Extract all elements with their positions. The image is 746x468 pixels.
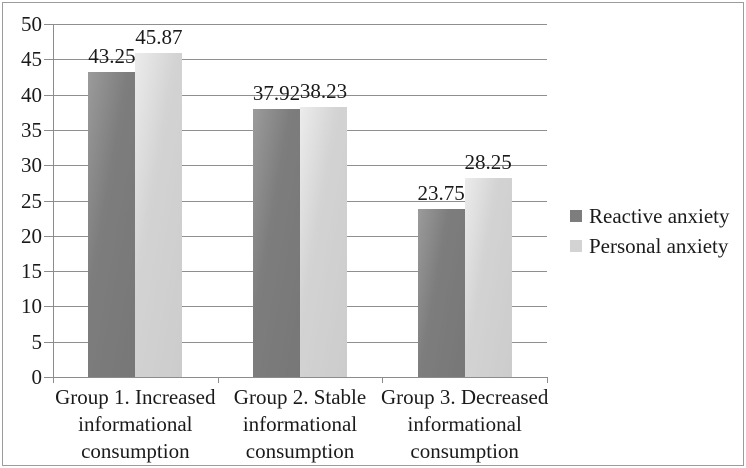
x-axis-tick-3 — [547, 377, 548, 383]
bar-personal-anxiety-group-1 — [135, 53, 183, 377]
category-label-line: consumption — [245, 439, 355, 463]
y-axis-tick-35 — [44, 129, 53, 131]
value-label-reactive-anxiety-group-2: 37.92 — [252, 81, 301, 106]
legend-label-reactive-anxiety: Reactive anxiety — [589, 203, 730, 228]
gridline-45 — [53, 59, 547, 61]
legend-item-reactive-anxiety: Reactive anxiety — [570, 204, 730, 228]
y-axis-tick-25 — [44, 200, 53, 202]
y-tick-label-45: 45 — [21, 47, 42, 72]
x-axis-tick-1 — [217, 377, 219, 383]
bar-personal-anxiety-group-3 — [464, 177, 512, 377]
y-axis-tick-40 — [44, 94, 53, 96]
category-label-group-3: Group 3. Decreased informational consumpti… — [380, 384, 550, 465]
category-label-line: Group 1. Increased — [55, 385, 216, 409]
bar-personal-anxiety-group-2 — [300, 107, 347, 377]
value-label-reactive-anxiety-group-3: 23.75 — [417, 181, 465, 206]
y-tick-label-40: 40 — [21, 82, 42, 107]
legend-item-personal-anxiety: Personal anxiety — [570, 234, 730, 258]
gridline-40 — [53, 94, 547, 96]
y-axis-tick-30 — [44, 165, 53, 167]
y-axis-tick-15 — [44, 271, 53, 273]
value-label-personal-anxiety-group-1: 45.87 — [135, 25, 183, 50]
value-label-personal-anxiety-group-3: 28.25 — [464, 149, 512, 174]
bar-reactive-anxiety-group-3 — [417, 209, 465, 377]
gridline-50 — [53, 24, 547, 25]
category-label-line: consumption — [81, 439, 190, 463]
y-tick-label-20: 20 — [21, 223, 42, 248]
value-label-reactive-anxiety-group-1: 43.25 — [88, 43, 136, 68]
y-tick-label-50: 50 — [21, 12, 42, 36]
y-axis-tick-10 — [44, 306, 53, 308]
y-axis-tick-50 — [44, 24, 53, 25]
legend-swatch-reactive-anxiety — [570, 210, 582, 222]
y-axis-tick-0 — [44, 377, 53, 378]
legend-swatch-personal-anxiety — [570, 240, 582, 252]
y-tick-label-35: 35 — [21, 117, 42, 142]
y-axis-line — [53, 24, 54, 383]
category-label-line: Group 2. Stable — [233, 385, 367, 409]
category-label-group-2: Group 2. Stable informational consumption — [215, 384, 385, 465]
y-tick-label-10: 10 — [21, 294, 42, 319]
category-label-line: consumption — [410, 439, 519, 463]
y-axis-tick-5 — [44, 341, 53, 343]
y-axis-tick-20 — [44, 235, 53, 237]
x-axis-tick-2 — [382, 377, 384, 383]
legend-label-personal-anxiety: Personal anxiety — [589, 233, 729, 258]
y-tick-label-25: 25 — [21, 188, 42, 213]
y-axis-tick-45 — [44, 59, 53, 61]
y-tick-label-0: 0 — [31, 365, 43, 389]
y-tick-label-5: 5 — [31, 329, 43, 354]
category-label-line: informational — [242, 412, 358, 436]
y-tick-label-15: 15 — [21, 259, 42, 284]
bar-reactive-anxiety-group-2 — [253, 109, 300, 377]
category-label-line: informational — [78, 412, 193, 436]
category-label-line: Group 3. Decreased — [380, 385, 549, 409]
category-label-line: informational — [407, 412, 522, 436]
x-axis-line — [44, 377, 547, 378]
bar-reactive-anxiety-group-1 — [88, 71, 136, 377]
legend: Reactive anxiety Personal anxiety — [570, 204, 730, 264]
value-label-personal-anxiety-group-2: 38.23 — [299, 79, 348, 104]
category-label-group-1: Group 1. Increased informational consumpti… — [50, 384, 220, 465]
y-tick-label-30: 30 — [21, 153, 42, 178]
